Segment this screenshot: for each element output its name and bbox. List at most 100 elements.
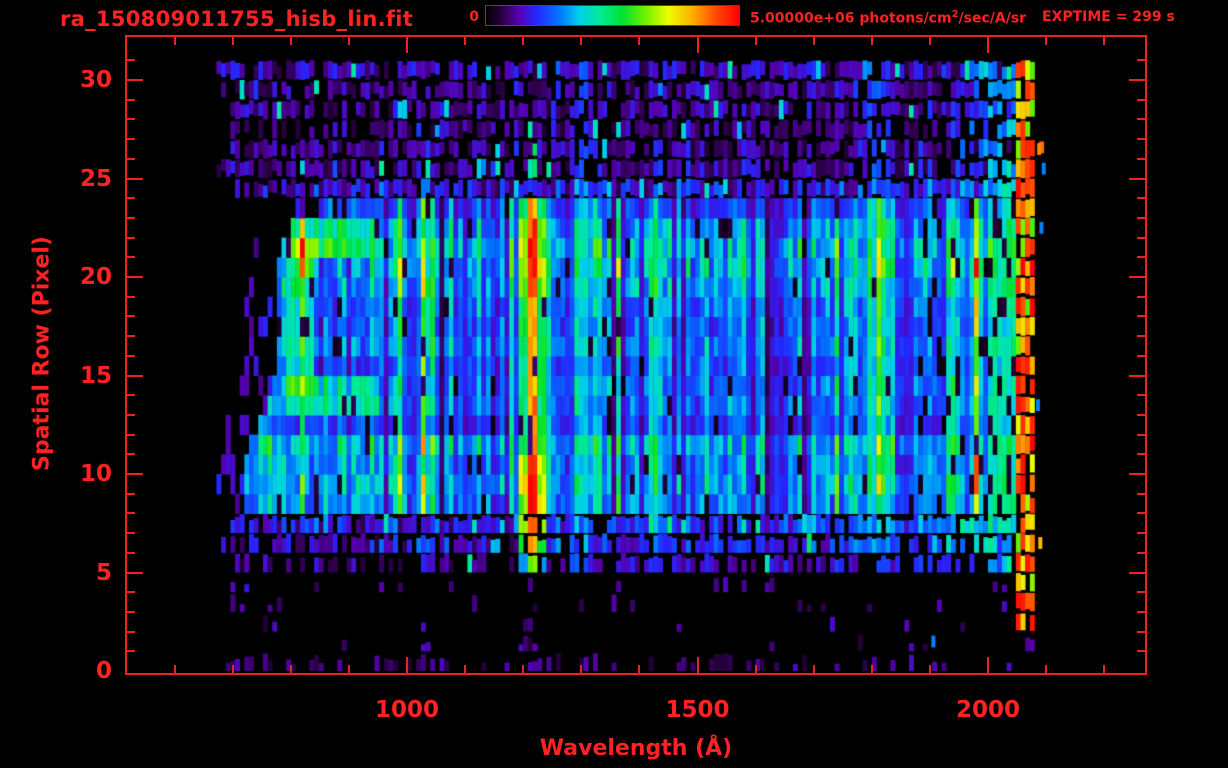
x-tick-top: [406, 37, 408, 53]
y-tick: [127, 473, 143, 475]
y-tick: [127, 650, 135, 653]
y-tick: [127, 453, 135, 456]
x-tick: [696, 657, 699, 673]
y-tick-right: [1129, 374, 1145, 377]
y-tick-right: [1137, 354, 1145, 357]
x-tick: [870, 665, 873, 673]
x-tick: [1103, 665, 1106, 673]
flux-label-prefix: 5.00000e+06 photons/cm: [750, 10, 952, 27]
y-tick: [127, 236, 135, 239]
y-tick-label: 10: [79, 461, 112, 487]
x-tick-top: [928, 37, 931, 45]
y-tick-right: [1137, 216, 1145, 219]
y-tick: [127, 433, 135, 436]
colorbar-min-label: 0: [469, 9, 479, 25]
x-tick-top: [987, 37, 989, 53]
x-tick-top: [522, 37, 525, 45]
y-tick: [127, 413, 135, 416]
y-tick: [127, 394, 135, 397]
y-tick: [127, 374, 143, 377]
y-tick-right: [1129, 79, 1145, 81]
x-tick-top: [812, 37, 815, 45]
x-tick-top: [173, 37, 176, 45]
y-tick-right: [1137, 610, 1145, 613]
spectral-image-canvas: [127, 37, 1145, 673]
y-tick-right: [1137, 453, 1145, 456]
x-tick-top: [1103, 37, 1106, 45]
y-tick-right: [1137, 433, 1145, 436]
x-tick-label: 1000: [374, 697, 439, 723]
y-tick-right: [1137, 650, 1145, 653]
x-tick-top: [464, 37, 467, 45]
x-tick: [173, 665, 176, 673]
y-tick-right: [1137, 315, 1145, 318]
y-tick: [127, 138, 135, 141]
x-tick-top: [696, 37, 699, 53]
y-axis-title: Spatial Row (Pixel): [29, 236, 55, 472]
y-tick-label: 30: [79, 67, 112, 93]
x-tick: [231, 665, 234, 673]
y-tick: [127, 532, 135, 535]
y-tick-right: [1137, 256, 1145, 259]
y-tick-right: [1137, 394, 1145, 397]
colorbar-gradient: [486, 6, 739, 25]
colorbar-max-label: 5.00000e+06 photons/cm2/sec/A/sr: [750, 9, 1026, 27]
y-tick-right: [1137, 335, 1145, 338]
flux-label-superscript: 2: [951, 9, 959, 20]
y-tick-right: [1137, 295, 1145, 298]
y-tick-right: [1137, 118, 1145, 121]
y-tick: [127, 59, 135, 62]
x-tick: [928, 665, 931, 673]
y-tick-right: [1137, 591, 1145, 594]
x-tick: [638, 665, 641, 673]
y-tick: [127, 98, 135, 101]
y-tick: [127, 276, 143, 278]
y-tick: [127, 216, 135, 219]
y-tick: [127, 335, 135, 338]
x-tick: [754, 665, 757, 673]
y-tick: [127, 610, 135, 613]
x-tick-top: [347, 37, 350, 45]
y-tick-right: [1137, 413, 1145, 416]
x-tick: [464, 665, 467, 673]
y-tick: [127, 315, 135, 318]
x-tick-label: 1500: [665, 697, 730, 723]
y-tick-label: 20: [79, 264, 112, 290]
x-tick-top: [754, 37, 757, 45]
y-tick: [127, 492, 135, 495]
x-tick: [1045, 665, 1048, 673]
y-tick: [127, 177, 143, 180]
y-tick: [127, 354, 135, 357]
x-tick-top: [231, 37, 234, 45]
y-tick-label: 0: [95, 658, 112, 684]
x-tick: [289, 665, 292, 673]
x-tick: [406, 657, 408, 673]
y-tick-right: [1137, 630, 1145, 633]
colorbar: [485, 5, 740, 26]
y-tick: [127, 551, 135, 554]
y-tick-label: 25: [79, 165, 112, 192]
y-tick-right: [1129, 473, 1145, 475]
x-tick: [812, 665, 815, 673]
y-tick-right: [1137, 138, 1145, 141]
y-tick: [127, 79, 143, 81]
y-tick: [127, 571, 143, 574]
y-tick: [127, 512, 135, 515]
x-tick: [580, 665, 583, 673]
exptime-label: EXPTIME = 299 s: [1042, 9, 1175, 25]
y-tick: [127, 630, 135, 633]
page-title: ra_150809011755_hisb_lin.fit: [60, 7, 414, 31]
y-tick-right: [1137, 236, 1145, 239]
x-tick-top: [1045, 37, 1048, 45]
y-tick: [127, 591, 135, 594]
y-tick: [127, 118, 135, 121]
y-tick-right: [1137, 98, 1145, 101]
x-tick: [522, 665, 525, 673]
y-tick-right: [1137, 492, 1145, 495]
plot-frame: [125, 35, 1147, 675]
y-tick-right: [1129, 571, 1145, 574]
x-axis-title: Wavelength (Å): [539, 736, 733, 761]
y-tick-label: 15: [79, 362, 112, 389]
y-tick-right: [1129, 276, 1145, 278]
